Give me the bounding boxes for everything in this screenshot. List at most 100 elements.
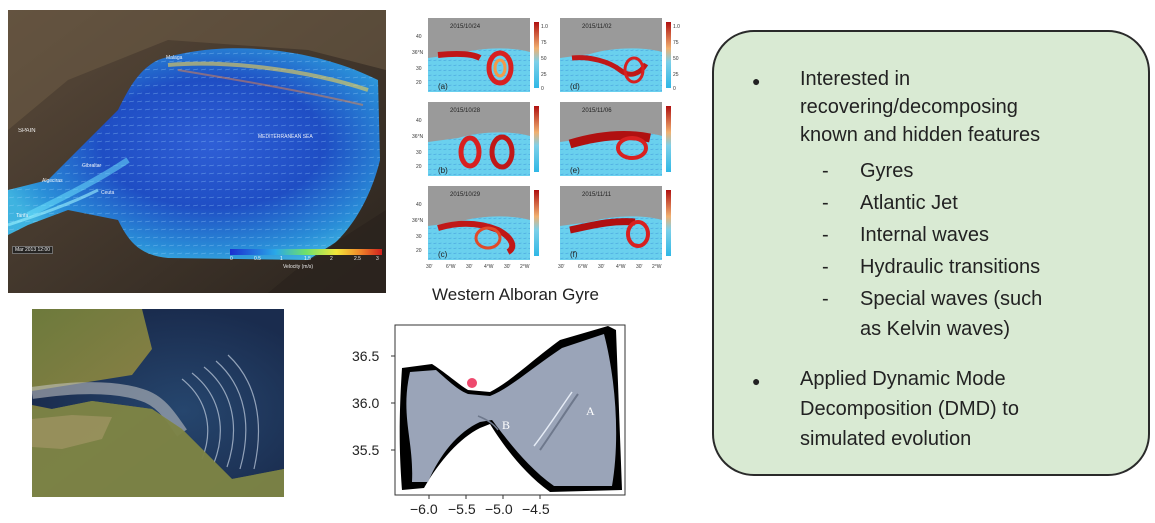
- gyre-ctick: 0: [673, 86, 676, 92]
- sub-dash: -: [822, 224, 829, 246]
- sim-xtick: −5.5: [448, 501, 476, 517]
- marker-point: [467, 378, 477, 388]
- panel-letter: (a): [438, 82, 448, 91]
- sub-dash: -: [822, 288, 829, 310]
- panel-date: 2015/10/29: [450, 192, 481, 198]
- gyre-xtick: 6°W: [578, 264, 588, 270]
- gyre-ytick: 40: [416, 34, 422, 40]
- sub-item-text: Gyres: [860, 160, 914, 182]
- bullet-line: Decomposition (DMD) to: [800, 398, 1019, 420]
- sub-item-text: Atlantic Jet: [860, 192, 958, 214]
- colorbar-tick: 3: [376, 256, 379, 262]
- gyre-ytick: 36°N: [412, 50, 424, 56]
- sea-label: MEDITERRANEAN SEA: [258, 134, 313, 140]
- gyre-ctick: 1.0: [673, 24, 680, 30]
- panel-date: 2015/10/28: [450, 108, 481, 114]
- simulation-plot: 36.5 36.0 35.5 −6.0 −5.5 −5.0 −4.5 A B: [340, 320, 630, 518]
- info-text-box: ● Interested in recovering/decomposing k…: [712, 30, 1150, 476]
- bullet-line: recovering/decomposing: [800, 96, 1018, 118]
- gyre-panel-e: 2015/11/06 (e): [560, 102, 676, 180]
- gyre-xtick: 4°W: [484, 264, 494, 270]
- colorbar-tick: 0: [230, 256, 233, 262]
- sim-xtick: −5.0: [485, 501, 513, 517]
- sim-ytick: 36.5: [352, 348, 380, 364]
- colorbar-tick: 2: [330, 256, 333, 262]
- colorbar-tick: 2.5: [354, 256, 361, 262]
- model-timestamp: Mar 2013 12:00: [12, 246, 54, 254]
- gyre-ctick: 50: [673, 56, 679, 62]
- panel-date: 2015/11/11: [582, 192, 612, 198]
- gyre-ctick: 25: [673, 72, 679, 78]
- gyre-xtick: 2°W: [652, 264, 662, 270]
- ocean-model-3d-image: SPAIN Malaga MEDITERRANEAN SEA Gibraltar…: [8, 10, 386, 293]
- panel-date: 2015/11/06: [582, 108, 612, 114]
- gyre-xtick: 4°W: [616, 264, 626, 270]
- panel-letter: (e): [570, 166, 580, 175]
- gyre-ytick: 40: [416, 202, 422, 208]
- gyre-xtick: 2°W: [520, 264, 530, 270]
- gyre-xtick: 30': [466, 264, 473, 270]
- label-b: B: [502, 418, 511, 432]
- sim-ytick: 36.0: [352, 395, 380, 411]
- gyre-xtick: 30': [636, 264, 643, 270]
- gibraltar-label: Gibraltar: [82, 163, 102, 169]
- panel-letter: (b): [438, 166, 448, 175]
- algeciras-label: Algeciras: [42, 178, 63, 184]
- gyre-ytick: 20: [416, 80, 422, 86]
- panel-date: 2015/10/24: [450, 24, 481, 30]
- sim-xtick: −6.0: [410, 501, 438, 517]
- sub-dash: -: [822, 256, 829, 278]
- gyre-ytick: 20: [416, 248, 422, 254]
- colorbar-unit: Velocity (m/s): [283, 264, 314, 270]
- bullet-dot: ●: [752, 373, 761, 389]
- gyre-xtick: 30': [504, 264, 511, 270]
- bullet-line: Interested in: [800, 68, 911, 90]
- gyre-ctick: 75: [673, 40, 679, 46]
- satellite-image: [31, 309, 284, 497]
- gyre-panel-f: 2015/11/11 (f): [560, 186, 676, 264]
- gyre-caption: Western Alboran Gyre: [432, 285, 599, 304]
- panel-letter: (c): [438, 250, 448, 259]
- gyre-ytick: 30: [416, 66, 422, 72]
- bullet-line: simulated evolution: [800, 428, 972, 450]
- gyre-xtick: 30': [598, 264, 605, 270]
- label-a: A: [586, 404, 595, 418]
- gyre-panel-c: 2015/10/29 (c): [428, 186, 544, 264]
- sim-xtick: −4.5: [522, 501, 550, 517]
- gyre-panel-b: 2015/10/28 (b): [428, 102, 544, 180]
- gyre-ytick: 30: [416, 234, 422, 240]
- ceuta-label: Ceuta: [101, 190, 115, 196]
- gyre-panel-a: 2015/10/24 (a): [428, 18, 544, 96]
- gyre-ytick: 30: [416, 150, 422, 156]
- gyre-ytick: 20: [416, 164, 422, 170]
- sub-dash: -: [822, 192, 829, 214]
- gyre-ytick: 40: [416, 118, 422, 124]
- bullet-line: known and hidden features: [800, 124, 1041, 146]
- sub-item-text: Hydraulic transitions: [860, 256, 1041, 278]
- spain-label: SPAIN: [18, 128, 36, 134]
- sim-ytick: 35.5: [352, 442, 380, 458]
- gyre-ctick: 75: [541, 40, 547, 46]
- sub-item-text: as Kelvin waves): [860, 318, 1011, 340]
- gyre-xtick: 30': [558, 264, 565, 270]
- gyre-ctick: 25: [541, 72, 547, 78]
- gyre-xtick: 30': [426, 264, 433, 270]
- tarifa-label: Tarifa: [16, 213, 29, 219]
- gyre-xtick: 6°W: [446, 264, 456, 270]
- gyre-ctick: 0: [541, 86, 544, 92]
- colorbar-ticks: 0 0.5 1 1.5 2 2.5 3: [230, 256, 382, 264]
- gyre-ctick: 1.0: [541, 24, 548, 30]
- panel-letter: (f): [570, 250, 578, 259]
- sub-item-text: Special waves (such: [860, 288, 1043, 310]
- colorbar-tick: 0.5: [254, 256, 261, 262]
- velocity-colorbar: [230, 249, 382, 255]
- sub-item-text: Internal waves: [860, 224, 989, 246]
- colorbar-tick: 1.5: [304, 256, 311, 262]
- gyre-ctick: 50: [541, 56, 547, 62]
- gyre-panel-d: 2015/11/02 (d): [560, 18, 676, 96]
- malaga-label: Malaga: [166, 55, 183, 61]
- gyre-ytick: 36°N: [412, 218, 424, 224]
- colorbar-tick: 1: [280, 256, 283, 262]
- bullet-dot: ●: [752, 73, 761, 89]
- sub-dash: -: [822, 160, 829, 182]
